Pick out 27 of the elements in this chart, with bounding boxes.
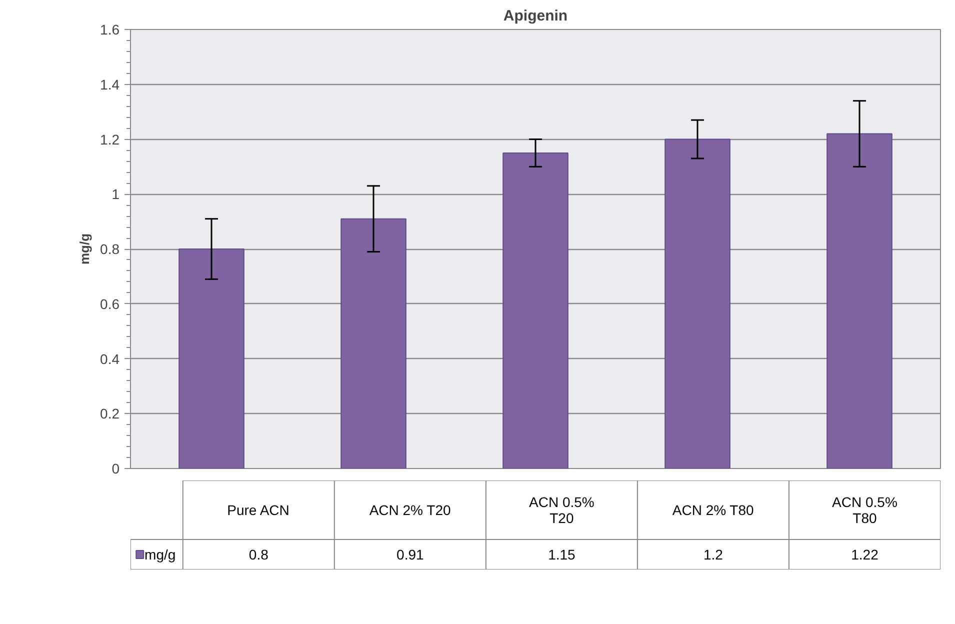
y-tick-label: 1.6 [100,22,120,38]
y-tick-label: 1.2 [100,131,120,148]
data-label: 1.15 [548,546,576,562]
y-tick-label: 0.8 [100,241,120,257]
y-tick-label: 1 [112,186,120,202]
y-tick-label: 0.2 [100,406,120,422]
x-tick-label: ACN 0.5% T80 [832,494,898,526]
x-tick-label: ACN 2% T20 [369,502,451,518]
x-tick-label: Pure ACN [227,502,290,518]
bar [826,133,892,468]
y-axis-title: mg/g [77,233,92,265]
bar [502,152,568,468]
data-label: 0.8 [248,546,269,562]
x-tick-label: ACN 0.5% T20 [529,494,594,526]
x-tick-label: ACN 2% T80 [672,502,754,518]
y-tick-label: 0 [112,460,120,476]
legend-label: mg/g [144,546,176,562]
bar [340,218,406,468]
data-label: 1.2 [703,546,724,562]
data-label: 1.22 [851,546,879,562]
bar [178,248,244,468]
bar [664,138,730,468]
y-tick-label: 0.4 [100,350,120,367]
data-label: 0.91 [396,546,424,562]
y-tick-label: 1.4 [100,76,120,92]
y-tick-label: 0.6 [100,296,120,312]
chart-title: Apigenin [503,8,568,24]
